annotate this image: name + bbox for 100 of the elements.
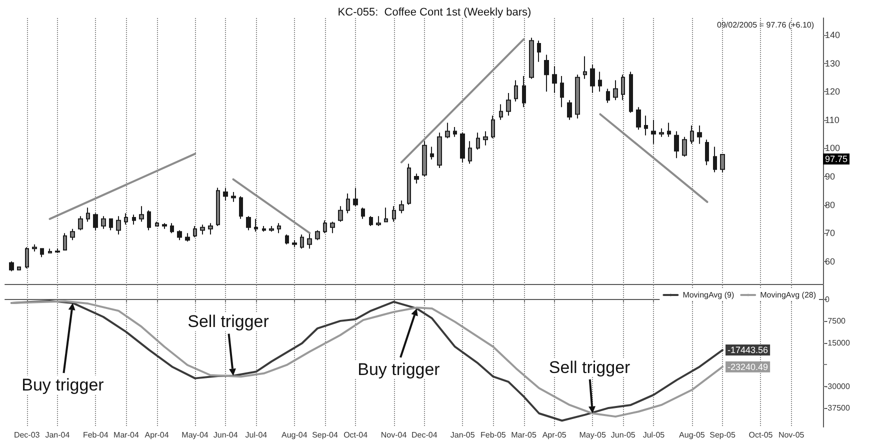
chart-title: KC-055: Coffee Cont 1st (Weekly bars) bbox=[338, 6, 532, 18]
candlestick bbox=[567, 100, 572, 120]
candlestick bbox=[697, 125, 702, 144]
y-tick-label: -15000 bbox=[825, 338, 850, 348]
candlestick bbox=[139, 206, 144, 222]
candlestick bbox=[713, 146, 717, 173]
annotation: Buy trigger bbox=[22, 375, 104, 394]
candlestick bbox=[93, 212, 98, 231]
x-tick-label: Sep-05 bbox=[710, 430, 736, 440]
y-tick-label: 100 bbox=[825, 143, 840, 154]
candlestick bbox=[636, 106, 641, 130]
candlestick bbox=[705, 139, 709, 166]
candlestick bbox=[346, 192, 350, 214]
candlestick bbox=[78, 216, 83, 231]
x-tick-label: Apr-05 bbox=[542, 430, 567, 440]
candlestick bbox=[338, 206, 343, 222]
candlestick bbox=[315, 230, 320, 241]
candlestick bbox=[231, 192, 236, 202]
candlestick bbox=[70, 228, 75, 241]
candlestick bbox=[682, 136, 687, 158]
candlestick bbox=[285, 234, 289, 245]
candlestick bbox=[414, 173, 419, 184]
candlestick bbox=[239, 196, 243, 220]
candlestick bbox=[162, 222, 167, 230]
x-tick-label: Jul-05 bbox=[642, 430, 666, 440]
candlestick bbox=[659, 128, 664, 138]
candlestick bbox=[246, 216, 251, 231]
y-tick-label: 70 bbox=[825, 228, 836, 238]
candlestick bbox=[223, 187, 228, 202]
x-tick-label: Apr-04 bbox=[144, 430, 170, 440]
annotation: Sell trigger bbox=[188, 312, 270, 332]
x-tick-label: Dec-04 bbox=[411, 430, 438, 440]
candlestick bbox=[583, 56, 587, 80]
y-tick-label: -7500 bbox=[825, 316, 846, 326]
text: 97.75 bbox=[825, 154, 848, 164]
candlestick bbox=[361, 207, 365, 220]
candlestick bbox=[499, 104, 503, 120]
candlestick bbox=[269, 225, 274, 232]
candlestick bbox=[32, 244, 37, 252]
candlestick bbox=[9, 260, 14, 272]
candlestick bbox=[460, 132, 465, 163]
candlestick bbox=[17, 266, 21, 270]
candlestick bbox=[40, 248, 44, 258]
candlestick bbox=[300, 234, 304, 250]
candlestick bbox=[629, 71, 633, 114]
candlestick bbox=[216, 187, 220, 226]
x-tick-label: Nov-05 bbox=[778, 430, 805, 440]
candlestick bbox=[147, 210, 151, 231]
candlestick bbox=[132, 214, 136, 226]
candlestick bbox=[170, 222, 174, 234]
x-tick-label: Nov-04 bbox=[380, 430, 408, 440]
candlestick bbox=[575, 74, 580, 119]
candlestick bbox=[437, 132, 442, 168]
candlestick bbox=[590, 64, 595, 94]
candlestick bbox=[544, 54, 549, 92]
x-tick-label: Dec-03 bbox=[14, 430, 40, 440]
x-tick-label: Jun-05 bbox=[610, 430, 636, 440]
candlestick bbox=[369, 216, 373, 226]
x-tick-label: Aug-04 bbox=[282, 430, 308, 440]
x-tick-label: Jan-04 bbox=[45, 430, 70, 440]
y-tick-label: 130 bbox=[825, 58, 840, 68]
candlestick bbox=[399, 200, 404, 214]
legend-label: MovingAvg (28) bbox=[760, 290, 816, 300]
candlestick bbox=[606, 88, 610, 104]
candlestick bbox=[560, 76, 564, 108]
x-tick-label: Oct-04 bbox=[344, 430, 368, 440]
x-tick-label: Jul-04 bbox=[245, 430, 268, 440]
x-tick-label: Mar-05 bbox=[511, 430, 537, 440]
data-label: -17443.56 bbox=[728, 345, 768, 356]
candlestick bbox=[613, 80, 618, 101]
candlestick bbox=[208, 222, 213, 235]
candlestick bbox=[376, 216, 381, 226]
chart-subtitle: 09/02/2005 = 97.76 (+6.10) bbox=[717, 20, 814, 30]
candlestick bbox=[353, 187, 358, 207]
candlestick bbox=[407, 163, 411, 206]
x-tick-label: May-05 bbox=[579, 430, 606, 440]
candlestick bbox=[674, 130, 679, 159]
y-tick-label: -30000 bbox=[825, 382, 850, 391]
candlestick bbox=[86, 207, 90, 222]
y-tick-label: 0 bbox=[825, 294, 830, 304]
candlestick bbox=[292, 240, 297, 248]
x-tick-label: Aug-05 bbox=[679, 430, 706, 440]
y-tick-label: 80 bbox=[825, 200, 836, 210]
candlestick bbox=[667, 122, 671, 138]
candlestick bbox=[384, 207, 388, 222]
candlestick bbox=[644, 115, 648, 136]
candlestick bbox=[63, 232, 67, 251]
legend-label: MovingAvg (9) bbox=[682, 290, 734, 300]
candlestick bbox=[177, 230, 182, 241]
candlestick bbox=[598, 71, 602, 92]
annotation: Sell trigger bbox=[548, 358, 631, 377]
candlestick bbox=[262, 225, 266, 232]
y-tick-label: 60 bbox=[825, 256, 836, 266]
candlestick bbox=[537, 40, 541, 62]
candlestick bbox=[254, 218, 258, 232]
annotation: Buy trigger bbox=[358, 360, 440, 379]
candlestick bbox=[101, 216, 106, 230]
candlestick bbox=[116, 216, 121, 235]
candlestick bbox=[109, 218, 113, 231]
x-tick-label: Jun-04 bbox=[213, 430, 238, 440]
